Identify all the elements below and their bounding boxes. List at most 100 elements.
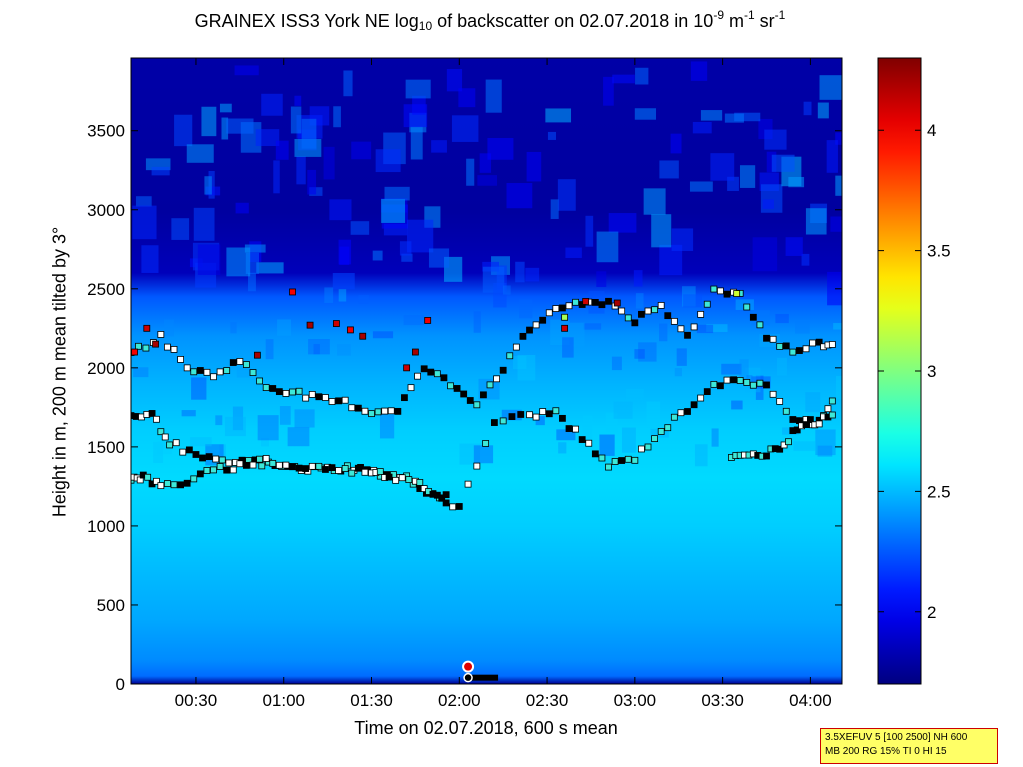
layer-marker <box>289 463 296 471</box>
layer-marker <box>717 382 724 390</box>
plume-patch <box>612 74 635 84</box>
layer-marker <box>526 411 533 419</box>
texture-patch <box>731 400 743 410</box>
layer-marker <box>651 435 658 443</box>
plume-patch <box>132 205 157 240</box>
plume-patch <box>351 141 372 160</box>
plume-patch <box>197 244 221 276</box>
layer-marker <box>618 307 626 315</box>
plume-patch <box>596 231 619 263</box>
layer-marker <box>385 473 393 481</box>
layer-marker <box>210 373 217 381</box>
y-tick-label: 2500 <box>87 280 125 299</box>
texture-patch <box>260 438 270 447</box>
texture-patch <box>815 429 836 456</box>
layer-marker <box>789 416 797 423</box>
layer-marker <box>684 331 691 339</box>
layer-marker <box>183 364 191 372</box>
plume-patch <box>431 140 447 153</box>
texture-patch <box>755 375 764 400</box>
layer-marker <box>135 342 142 350</box>
texture-patch <box>638 342 657 362</box>
layer-marker <box>449 503 457 511</box>
y-tick-label: 3500 <box>87 122 125 141</box>
plume-patch <box>690 61 708 81</box>
layer-marker <box>631 456 639 464</box>
plume-patch <box>803 101 812 116</box>
layer-marker <box>361 407 369 415</box>
x-axis: 00:30 01:00 01:30 02:00 02:30 03:00 03:30 04:00 <box>175 58 832 710</box>
texture-patch <box>265 339 274 360</box>
texture-patch <box>535 416 545 426</box>
layer-marker <box>269 459 277 467</box>
layer-marker <box>190 368 198 376</box>
title-superscript: -1 <box>744 8 755 22</box>
layer-marker <box>203 368 211 376</box>
layer-marker <box>490 419 498 426</box>
layer-marker <box>763 452 770 460</box>
layer-marker <box>341 396 349 404</box>
ground-marker-bar <box>468 674 499 681</box>
texture-patch <box>519 299 533 319</box>
texture-patch <box>232 406 244 431</box>
layer-marker <box>697 310 705 318</box>
texture-patch <box>583 323 602 330</box>
plume-patch <box>458 88 476 108</box>
plume-patch <box>692 121 712 134</box>
y-tick-label: 0 <box>116 675 125 694</box>
layer-marker <box>789 348 797 356</box>
layer-marker <box>249 461 257 469</box>
layer-marker <box>828 411 836 419</box>
layer-marker <box>519 332 527 340</box>
texture-patch <box>817 445 833 457</box>
y-tick-label: 1500 <box>87 438 125 457</box>
layer-marker <box>605 463 612 471</box>
layer-marker <box>269 385 277 392</box>
texture-patch <box>599 434 615 456</box>
texture-patch <box>459 443 481 465</box>
texture-patch <box>739 359 749 385</box>
layer-marker <box>763 381 770 389</box>
high-value-marker <box>131 348 138 356</box>
layer-marker <box>499 366 507 374</box>
texture-patch <box>473 445 494 464</box>
layer-marker <box>153 477 160 485</box>
high-value-marker <box>306 321 314 329</box>
plume-patch <box>788 176 805 188</box>
texture-patch <box>605 412 618 433</box>
plume-patch <box>301 118 317 149</box>
layer-marker <box>624 314 632 322</box>
layer-marker <box>657 428 665 435</box>
layer-marker <box>736 377 744 384</box>
layer-marker <box>381 407 389 415</box>
plume-patch <box>383 223 408 236</box>
plume-patch <box>835 132 842 145</box>
texture-patch <box>835 375 842 399</box>
layer-marker <box>453 385 461 392</box>
layer-marker <box>275 388 283 396</box>
plume-patch <box>332 272 355 290</box>
plume-patch <box>221 117 229 140</box>
layer-marker <box>598 454 606 462</box>
layer-marker <box>710 380 718 388</box>
info-line: MB 200 RG 15% TI 0 HI 15 <box>825 746 947 757</box>
texture-patch <box>556 429 576 441</box>
x-tick-label: 00:30 <box>175 691 218 710</box>
layer-marker <box>416 479 424 486</box>
texture-patch <box>230 322 237 334</box>
plume-patch <box>343 70 353 97</box>
plume-patch <box>151 166 170 176</box>
layer-marker <box>157 482 165 490</box>
layer-marker <box>172 439 180 447</box>
layer-marker <box>203 467 211 474</box>
layer-marker <box>703 300 711 308</box>
plume-patch <box>724 113 744 123</box>
plume-patch <box>817 102 829 119</box>
plume-patch <box>446 69 463 92</box>
texture-patch <box>358 294 369 304</box>
high-value-marker <box>347 326 354 334</box>
title-text: m <box>724 11 744 31</box>
texture-patch <box>833 323 842 330</box>
layer-marker <box>405 476 413 483</box>
